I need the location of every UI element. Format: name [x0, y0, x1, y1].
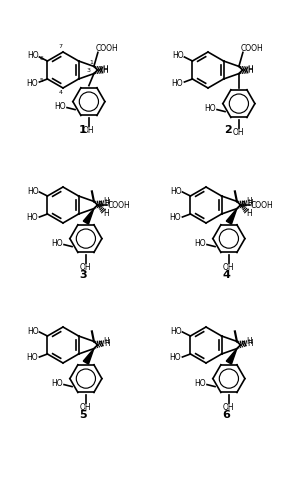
Polygon shape	[226, 208, 237, 224]
Text: HO: HO	[172, 52, 184, 60]
Text: HO: HO	[170, 326, 182, 336]
Text: HO: HO	[204, 104, 216, 113]
Text: 2: 2	[224, 125, 232, 135]
Text: HO: HO	[170, 186, 182, 196]
Text: HO: HO	[28, 186, 39, 196]
Text: HO: HO	[172, 78, 183, 88]
Text: H: H	[104, 199, 110, 208]
Text: COOH: COOH	[241, 44, 263, 53]
Text: 3: 3	[87, 68, 91, 73]
Text: HO: HO	[170, 354, 181, 362]
Text: 4: 4	[59, 90, 63, 96]
Text: H: H	[102, 66, 108, 75]
Text: 5: 5	[79, 410, 87, 420]
Text: HO: HO	[194, 239, 206, 248]
Text: COOH: COOH	[251, 200, 274, 209]
Text: OH: OH	[80, 403, 92, 412]
Text: H: H	[247, 65, 253, 74]
Text: H: H	[247, 208, 252, 218]
Text: 7: 7	[58, 44, 62, 50]
Text: 4: 4	[222, 270, 230, 280]
Text: OH: OH	[83, 126, 95, 135]
Text: 1: 1	[79, 125, 87, 135]
Text: 3: 3	[79, 270, 87, 280]
Text: HO: HO	[28, 326, 39, 336]
Text: OH: OH	[233, 128, 245, 137]
Text: H: H	[103, 337, 109, 346]
Text: OH: OH	[223, 263, 235, 272]
Text: HO: HO	[54, 102, 66, 111]
Text: HO: HO	[170, 214, 181, 222]
Text: HO: HO	[27, 78, 38, 88]
Text: H: H	[247, 66, 253, 75]
Text: HO: HO	[51, 379, 63, 388]
Text: 2: 2	[98, 66, 102, 70]
Text: H: H	[102, 65, 108, 74]
Text: H: H	[247, 199, 253, 208]
Text: COOH: COOH	[96, 44, 118, 53]
Text: 5: 5	[40, 78, 43, 84]
Text: H: H	[104, 339, 110, 348]
Text: H: H	[103, 197, 109, 206]
Text: OH: OH	[80, 263, 92, 272]
Text: H: H	[104, 208, 109, 218]
Text: H: H	[246, 337, 252, 346]
Text: 6: 6	[40, 56, 43, 62]
Text: 6: 6	[222, 410, 230, 420]
Text: H: H	[246, 197, 252, 206]
Text: HO: HO	[28, 52, 39, 60]
Polygon shape	[83, 208, 94, 224]
Text: HO: HO	[51, 239, 63, 248]
Text: HO: HO	[27, 354, 38, 362]
Text: HO: HO	[27, 214, 38, 222]
Text: COOH: COOH	[108, 200, 131, 209]
Text: 1: 1	[89, 60, 93, 65]
Polygon shape	[226, 348, 237, 364]
Text: OH: OH	[223, 403, 235, 412]
Text: H: H	[247, 339, 253, 348]
Polygon shape	[83, 348, 94, 364]
Text: HO: HO	[194, 379, 206, 388]
